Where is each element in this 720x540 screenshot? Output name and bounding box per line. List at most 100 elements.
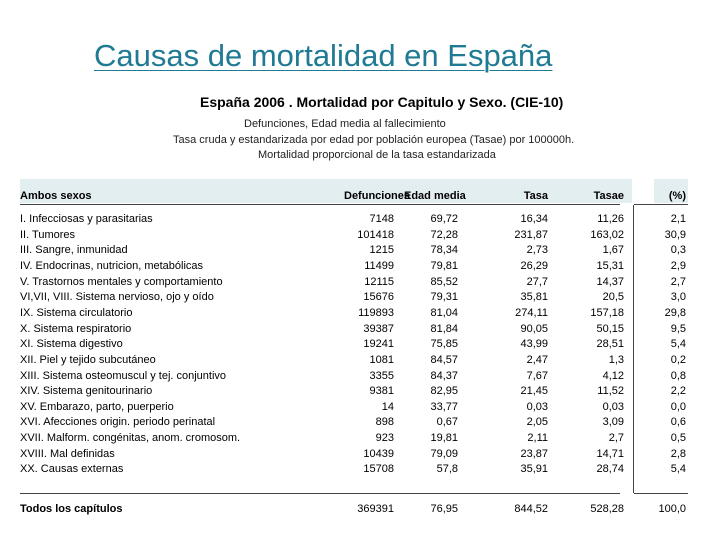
row-14-percent: 0,6 bbox=[670, 416, 686, 428]
row-12-mean-age: 82,95 bbox=[430, 385, 458, 397]
row-10-deaths: 1081 bbox=[369, 354, 394, 366]
row-10-rate: 2,47 bbox=[526, 354, 548, 366]
row-6-cause: VI,VII, VIII. Sistema nervioso, ojo y oí… bbox=[20, 291, 214, 303]
row-5-percent: 2,7 bbox=[670, 276, 686, 288]
row-6-mean-age: 79,31 bbox=[430, 291, 458, 303]
row-13-mean-age: 33,77 bbox=[430, 401, 458, 413]
row-17-deaths: 15708 bbox=[363, 463, 394, 475]
total-std-rate: 528,28 bbox=[590, 503, 624, 515]
row-1-std-rate: 11,26 bbox=[597, 213, 624, 225]
pct-column-divider bbox=[633, 205, 634, 493]
row-7-std-rate: 157,18 bbox=[590, 307, 624, 319]
row-3-cause: III. Sangre, inmunidad bbox=[20, 244, 128, 256]
row-1-percent: 2,1 bbox=[670, 213, 686, 225]
row-12-percent: 2,2 bbox=[670, 385, 686, 397]
row-3-rate: 2,73 bbox=[526, 244, 548, 256]
header-deaths: Defunciones bbox=[344, 190, 411, 202]
row-6-rate: 35,81 bbox=[520, 291, 548, 303]
row-7-deaths: 119893 bbox=[358, 307, 394, 319]
row-16-percent: 2,8 bbox=[670, 448, 686, 460]
table-title: España 2006 . Mortalidad por Capitulo y … bbox=[200, 94, 564, 110]
row-16-rate: 23,87 bbox=[520, 448, 548, 460]
row-15-std-rate: 2,7 bbox=[608, 432, 624, 444]
row-8-rate: 90,05 bbox=[520, 323, 548, 335]
row-8-cause: X. Sistema respiratorio bbox=[20, 323, 132, 335]
row-1-cause: I. Infecciosas y parasitarias bbox=[20, 213, 153, 225]
row-10-percent: 0,2 bbox=[670, 354, 686, 366]
row-16-deaths: 10439 bbox=[363, 448, 394, 460]
header-percent: (%) bbox=[668, 190, 686, 202]
row-17-rate: 35,91 bbox=[520, 463, 548, 475]
row-4-mean-age: 79,81 bbox=[430, 260, 458, 272]
header-std-rate: Tasae bbox=[593, 190, 624, 202]
row-9-rate: 43,99 bbox=[520, 338, 548, 350]
row-16-std-rate: 14,71 bbox=[596, 448, 624, 460]
row-11-std-rate: 4,12 bbox=[602, 370, 624, 382]
slide-title: Causas de mortalidad en España bbox=[94, 38, 553, 73]
row-11-cause: XIII. Sistema osteomuscul y tej. conjunt… bbox=[20, 370, 227, 382]
row-2-deaths: 101418 bbox=[357, 229, 394, 241]
row-7-cause: IX. Sistema circulatorio bbox=[20, 307, 133, 319]
row-17-cause: XX. Causas externas bbox=[20, 463, 124, 475]
row-6-std-rate: 20,5 bbox=[602, 291, 624, 303]
row-5-deaths: 12115 bbox=[364, 276, 394, 288]
row-15-rate: 2,11 bbox=[527, 432, 548, 444]
table-subtitle-1: Defunciones, Edad media al fallecimiento bbox=[244, 118, 446, 130]
row-1-rate: 16,34 bbox=[520, 213, 548, 225]
row-12-rate: 21,45 bbox=[520, 385, 548, 397]
row-9-mean-age: 75,85 bbox=[430, 338, 458, 350]
total-mean-age: 76,95 bbox=[430, 503, 458, 515]
row-16-cause: XVIII. Mal definidas bbox=[20, 448, 115, 460]
row-17-std-rate: 28,74 bbox=[596, 463, 624, 475]
row-3-deaths: 1215 bbox=[369, 244, 394, 256]
row-10-cause: XII. Piel y tejido subcutáneo bbox=[20, 354, 156, 366]
row-14-mean-age: 0,67 bbox=[436, 416, 458, 428]
row-5-rate: 27,7 bbox=[526, 276, 548, 288]
row-1-mean-age: 69,72 bbox=[430, 213, 458, 225]
row-3-std-rate: 1,67 bbox=[602, 244, 624, 256]
row-14-cause: XVI. Afecciones origin. periodo perinata… bbox=[20, 416, 216, 428]
row-13-deaths: 14 bbox=[381, 401, 394, 413]
row-13-percent: 0,0 bbox=[670, 401, 686, 413]
header-cause: Ambos sexos bbox=[20, 190, 92, 202]
row-4-percent: 2,9 bbox=[670, 260, 686, 272]
row-11-rate: 7,67 bbox=[526, 370, 548, 382]
header-divider bbox=[20, 204, 620, 205]
row-8-std-rate: 50,15 bbox=[596, 323, 624, 335]
row-3-percent: 0,3 bbox=[670, 244, 686, 256]
row-15-cause: XVII. Malform. congénitas, anom. cromoso… bbox=[20, 432, 241, 444]
header-divider-pct bbox=[634, 204, 688, 205]
row-15-percent: 0,5 bbox=[670, 432, 686, 444]
row-5-std-rate: 14,37 bbox=[596, 276, 624, 288]
row-12-deaths: 9381 bbox=[369, 385, 394, 397]
row-7-mean-age: 81,04 bbox=[430, 307, 458, 319]
row-14-rate: 2,05 bbox=[526, 416, 548, 428]
row-2-std-rate: 163,02 bbox=[590, 229, 624, 241]
row-9-deaths: 19241 bbox=[363, 338, 394, 350]
header-mean-age: Edad media bbox=[404, 190, 466, 202]
row-17-percent: 5,4 bbox=[670, 463, 686, 475]
row-3-mean-age: 78,34 bbox=[430, 244, 458, 256]
total-percent: 100,0 bbox=[658, 503, 686, 515]
row-8-mean-age: 81,84 bbox=[430, 323, 458, 335]
row-15-mean-age: 19,81 bbox=[430, 432, 458, 444]
row-4-std-rate: 15,31 bbox=[596, 260, 624, 272]
row-4-rate: 26,29 bbox=[520, 260, 548, 272]
row-13-rate: 0,03 bbox=[526, 401, 548, 413]
row-6-deaths: 15676 bbox=[363, 291, 394, 303]
row-12-cause: XIV. Sistema genitourinario bbox=[20, 385, 153, 397]
total-divider bbox=[20, 493, 620, 494]
row-9-cause: XI. Sistema digestivo bbox=[20, 338, 123, 350]
row-12-std-rate: 11,52 bbox=[597, 385, 624, 397]
row-2-percent: 30,9 bbox=[664, 229, 686, 241]
table-subtitle-2: Tasa cruda y estandarizada por edad por … bbox=[173, 134, 575, 146]
row-2-mean-age: 72,28 bbox=[430, 229, 458, 241]
header-rate: Tasa bbox=[523, 190, 548, 202]
row-11-deaths: 3355 bbox=[369, 370, 394, 382]
row-5-mean-age: 85,52 bbox=[430, 276, 458, 288]
row-14-deaths: 898 bbox=[375, 416, 394, 428]
total-rate: 844,52 bbox=[514, 503, 548, 515]
row-14-std-rate: 3,09 bbox=[602, 416, 624, 428]
row-9-percent: 5,4 bbox=[670, 338, 686, 350]
row-11-mean-age: 84,37 bbox=[430, 370, 458, 382]
